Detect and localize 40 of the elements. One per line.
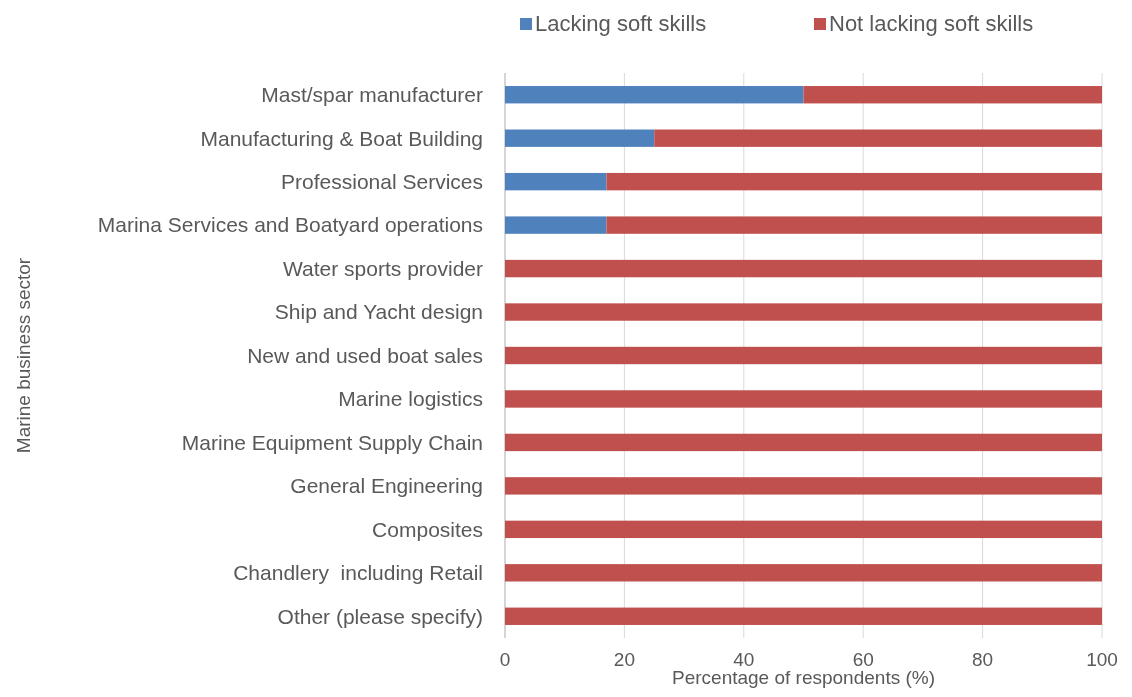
x-tick-label: 0: [499, 649, 511, 670]
y-tick-label: Professional Services: [281, 170, 483, 193]
bar: [505, 477, 1102, 495]
legend-label: Lacking soft skills: [535, 11, 707, 36]
y-tick-label: General Engineering: [290, 474, 483, 498]
bar: [505, 346, 1102, 365]
x-tick-label: 20: [613, 649, 635, 670]
y-tick-label: Composites: [372, 517, 483, 541]
bar: [505, 303, 1102, 321]
bar: [505, 390, 1102, 408]
x-axis-title: Percentage of respondents (%): [672, 667, 935, 688]
bar: [606, 172, 1102, 191]
bar: [505, 564, 1102, 582]
y-tick-label: Water sports provider: [283, 256, 483, 280]
bar: [505, 86, 804, 104]
y-tick-label: Marina Services and Boatyard operations: [97, 213, 483, 237]
bar: [505, 216, 607, 234]
bar: [606, 216, 1102, 234]
bar: [505, 433, 1102, 452]
bar: [505, 520, 1102, 539]
y-tick-label: Other (please specify): [277, 604, 483, 628]
bar: [505, 129, 655, 147]
bar: [505, 607, 1102, 625]
x-tick-label: 60: [852, 649, 874, 670]
y-tick-label: Marine Equipment Supply Chain: [181, 430, 483, 454]
bar: [505, 259, 1102, 278]
y-tick-label: Mast/spar manufacturer: [261, 83, 483, 107]
y-tick-label: Manufacturing & Boat Building: [200, 126, 483, 150]
x-tick-label: 80: [972, 649, 994, 670]
y-tick-label: Ship and Yacht design: [274, 300, 483, 324]
x-tick-label: 100: [1086, 649, 1118, 670]
legend-label: Not lacking soft skills: [829, 11, 1034, 36]
y-tick-label: New and used boat sales: [247, 343, 483, 367]
bar: [505, 172, 607, 191]
y-tick-label: Chandlery including Retail: [233, 561, 483, 585]
y-tick-label: Marine logistics: [338, 387, 483, 411]
bar: [803, 86, 1102, 104]
x-tick-label: 40: [733, 649, 755, 670]
y-axis-title: Marine business sector: [13, 257, 34, 454]
bar: [654, 129, 1102, 147]
